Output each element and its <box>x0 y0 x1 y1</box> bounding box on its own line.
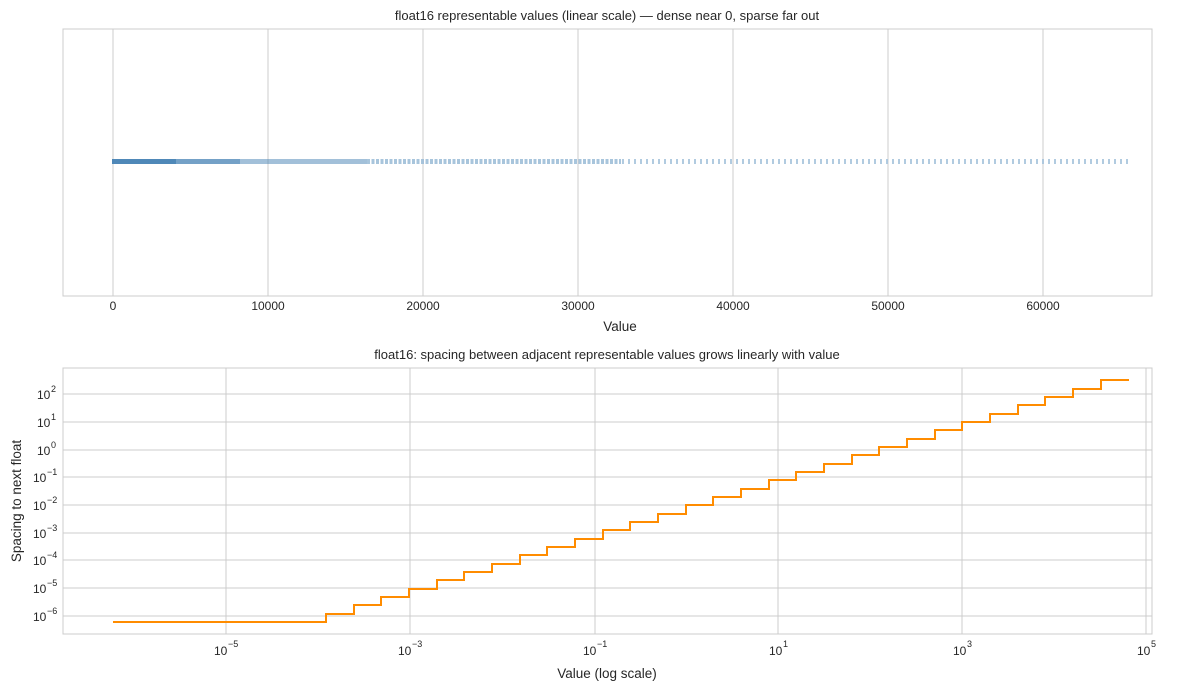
x-tick-label: 10 5 <box>1137 639 1156 658</box>
y-tick-label: 10 2 <box>37 384 56 402</box>
svg-text:−1: −1 <box>597 639 607 649</box>
svg-text:10: 10 <box>398 644 412 658</box>
y-tick-label: 10 1 <box>37 412 56 430</box>
y-tick-label: 10 −3 <box>33 523 57 541</box>
svg-text:2: 2 <box>51 384 56 394</box>
x-tick-label: 10000 <box>251 299 285 313</box>
x-tick-label: 10 −1 <box>583 639 607 658</box>
svg-text:10: 10 <box>33 610 47 624</box>
x-tick-label: 40000 <box>716 299 750 313</box>
svg-text:10: 10 <box>33 554 47 568</box>
svg-text:−5: −5 <box>228 639 238 649</box>
svg-text:10: 10 <box>1137 644 1151 658</box>
svg-text:10: 10 <box>37 444 51 458</box>
bottom-chart: float16: spacing between adjacent repres… <box>9 347 1156 681</box>
svg-text:−2: −2 <box>47 495 57 505</box>
svg-text:0: 0 <box>51 440 56 450</box>
x-tick-label: 0 <box>110 299 117 313</box>
top-x-tick-labels: 0 10000 20000 30000 40000 50000 60000 <box>110 299 1060 313</box>
x-tick-label: 10 −3 <box>398 639 422 658</box>
svg-text:10: 10 <box>33 527 47 541</box>
svg-text:10: 10 <box>33 471 47 485</box>
x-tick-label: 10 −5 <box>214 639 238 658</box>
svg-text:−1: −1 <box>47 467 57 477</box>
svg-text:10: 10 <box>37 416 51 430</box>
bottom-x-tick-labels: 10 −5 10 −3 10 −1 10 1 10 3 10 5 <box>214 639 1156 658</box>
svg-text:10: 10 <box>214 644 228 658</box>
y-tick-label: 10 −6 <box>33 606 57 624</box>
svg-text:−6: −6 <box>47 606 57 616</box>
bottom-chart-title: float16: spacing between adjacent repres… <box>374 347 839 362</box>
bottom-y-tick-labels: 10 2 10 1 10 0 10 −1 10 −2 10 −3 10 −4 10 −5 10−… <box>33 384 57 624</box>
svg-text:10: 10 <box>33 499 47 513</box>
x-tick-label: 50000 <box>871 299 905 313</box>
x-tick-label: 20000 <box>406 299 440 313</box>
y-tick-label: 10 0 <box>37 440 56 458</box>
svg-text:10: 10 <box>37 388 51 402</box>
svg-text:−4: −4 <box>47 550 57 560</box>
x-tick-label: 60000 <box>1026 299 1060 313</box>
svg-text:1: 1 <box>783 639 788 649</box>
bottom-plot-area <box>62 367 1153 635</box>
svg-text:3: 3 <box>967 639 972 649</box>
x-tick-label: 30000 <box>561 299 595 313</box>
svg-text:5: 5 <box>1151 639 1156 649</box>
top-chart: float16 representable values (linear sca… <box>62 8 1153 334</box>
bottom-y-axis-label: Spacing to next float <box>9 440 24 563</box>
svg-text:10: 10 <box>583 644 597 658</box>
svg-text:10: 10 <box>769 644 783 658</box>
top-data-points <box>112 159 1129 164</box>
svg-text:10: 10 <box>33 582 47 596</box>
y-tick-label: 10 −2 <box>33 495 57 513</box>
spacing-step-line <box>113 379 1129 623</box>
x-tick-label: 10 1 <box>769 639 788 658</box>
bottom-x-axis-label: Value (log scale) <box>557 666 657 681</box>
bottom-gridlines <box>63 368 1152 634</box>
svg-text:−5: −5 <box>47 578 57 588</box>
x-tick-label: 10 3 <box>953 639 972 658</box>
y-tick-label: 10 −5 <box>33 578 57 596</box>
y-tick-label: 10 −4 <box>33 550 57 568</box>
svg-text:1: 1 <box>51 412 56 422</box>
svg-text:10: 10 <box>953 644 967 658</box>
top-x-axis-label: Value <box>603 319 637 334</box>
top-chart-title: float16 representable values (linear sca… <box>395 8 820 23</box>
y-tick-label: 10 −1 <box>33 467 57 485</box>
svg-text:−3: −3 <box>412 639 422 649</box>
svg-text:−3: −3 <box>47 523 57 533</box>
